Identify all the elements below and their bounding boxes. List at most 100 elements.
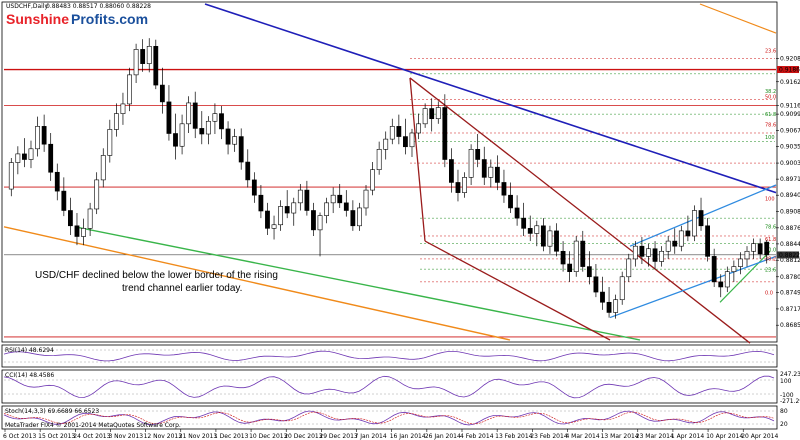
fib-label-lower: 38.2 — [765, 256, 776, 262]
candle — [442, 94, 448, 168]
candle — [113, 103, 119, 137]
candle-body — [646, 248, 651, 257]
candle — [540, 218, 546, 252]
candle-body — [271, 224, 277, 229]
candle — [54, 163, 60, 201]
fib-label-upper: 100 — [765, 135, 775, 141]
candle-body — [665, 240, 671, 252]
blue-resistance-line — [204, 3, 777, 194]
candle-body — [632, 245, 638, 260]
candle-body — [330, 194, 336, 204]
resistance-price-tag — [777, 66, 799, 74]
time-tick-label: 24 Oct 2013 — [73, 433, 110, 440]
candle-body — [540, 225, 546, 247]
candle — [324, 197, 329, 224]
candle-body — [291, 202, 297, 214]
candle-body — [514, 207, 520, 219]
candle — [678, 225, 684, 252]
candle — [278, 200, 284, 231]
fib-label-lower: 50.0 — [765, 247, 776, 253]
candle-body — [251, 179, 257, 196]
candle-body — [573, 240, 579, 272]
price-tick-label: 0.89715 — [780, 176, 800, 183]
candle-body — [659, 250, 665, 262]
candle — [435, 101, 441, 124]
orange-support-line — [3, 226, 511, 341]
candle — [205, 116, 211, 145]
price-tick-label: 0.91625 — [780, 79, 800, 86]
candle-body — [416, 123, 421, 134]
candle — [724, 266, 730, 293]
candle — [68, 197, 73, 235]
candle — [173, 113, 178, 160]
candle-body — [606, 301, 612, 313]
candle-body — [166, 101, 172, 134]
candle — [87, 202, 93, 236]
candle — [659, 246, 665, 267]
fib-label-upper: 23.6 — [765, 48, 776, 54]
candle — [48, 132, 54, 181]
time-tick-label: 26 Jan 2014 — [425, 433, 461, 440]
current-price-label: 0.88228 — [779, 252, 800, 259]
candle — [698, 197, 704, 231]
candle-body — [383, 138, 389, 150]
candle-body — [409, 132, 415, 148]
candle-body — [501, 182, 507, 196]
candle — [363, 185, 369, 216]
candle — [514, 195, 520, 226]
candle — [652, 241, 658, 270]
candle-body — [389, 126, 395, 140]
candle — [232, 128, 238, 152]
candle — [567, 251, 573, 282]
fib-label-upper: 50.0 — [765, 94, 776, 100]
current-price-tag — [777, 251, 799, 259]
candle — [22, 138, 27, 168]
candle — [120, 92, 126, 125]
candle — [573, 235, 579, 277]
candle — [527, 215, 533, 242]
candle — [416, 113, 421, 140]
time-tick-label: 1 Apr 2014 — [671, 433, 704, 440]
candle — [593, 264, 599, 298]
candles — [8, 38, 770, 319]
candle — [396, 114, 402, 145]
candle-body — [527, 228, 533, 234]
candle-body — [764, 241, 770, 256]
candle — [685, 215, 691, 242]
candle-body — [120, 103, 126, 114]
stoch-main-line — [3, 410, 775, 426]
candle — [81, 218, 86, 246]
price-tick-label: 0.88125 — [780, 257, 800, 264]
candle-body — [626, 258, 632, 278]
candle-body — [600, 291, 605, 303]
candle-body — [81, 228, 86, 237]
candle-body — [731, 266, 737, 272]
cci-tick-label: 247.2312 — [780, 371, 800, 378]
candle-body — [429, 108, 435, 120]
brand-logo: Sunshine Profits.com — [6, 11, 148, 27]
candle — [317, 212, 323, 257]
candle-body — [15, 153, 21, 163]
candle — [311, 202, 316, 236]
candle-body — [422, 108, 428, 125]
candle — [521, 202, 527, 236]
candle — [665, 235, 671, 259]
candle-body — [560, 250, 566, 265]
candle-body — [311, 210, 316, 231]
candle-body — [685, 230, 691, 237]
candle-body — [68, 210, 73, 227]
candle-body — [28, 148, 34, 160]
candle-body — [219, 113, 224, 130]
candle-body — [304, 189, 310, 211]
candle-body — [698, 210, 704, 227]
time-tick-label: 7 Jan 2014 — [355, 433, 387, 440]
time-tick-label: 29 Dec 2013 — [319, 433, 358, 440]
candle — [494, 155, 500, 191]
orange-upper-line — [699, 3, 777, 34]
time-tick-label: 10 Dec 2013 — [249, 433, 288, 440]
candle — [501, 169, 507, 203]
